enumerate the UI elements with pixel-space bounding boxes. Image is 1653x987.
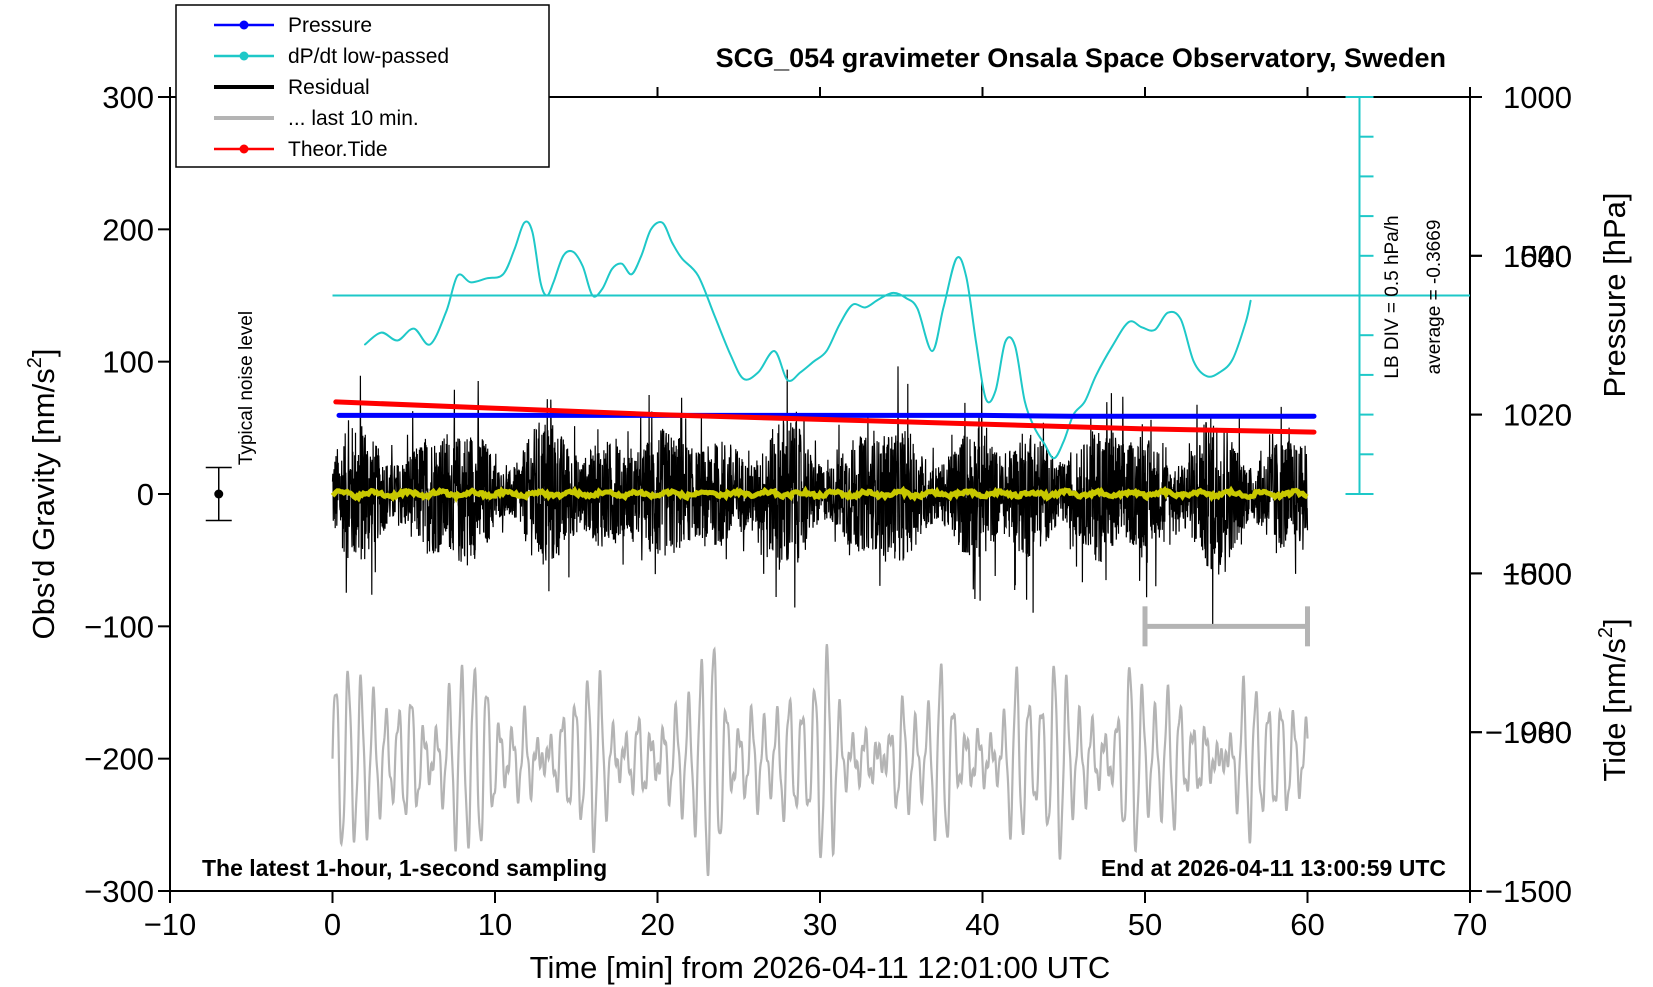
tide-tick-label: 500 [1520, 239, 1572, 274]
residual-line [331, 366, 1309, 626]
legend-label: ... last 10 min. [288, 107, 419, 130]
tide-tick-label: 1000 [1503, 80, 1572, 115]
legend-label: Pressure [288, 14, 372, 37]
tide-axis-label-main: Tide [nm/s [1597, 638, 1632, 782]
legend: Pressure dP/dt low-passed Residual ... last… [175, 4, 550, 168]
pressure-tick-label: 980 [1520, 715, 1572, 750]
theor-tide-series [333, 399, 1317, 435]
legend-label: Theor.Tide [288, 138, 388, 161]
tide-tick-label: −500 [1502, 556, 1572, 591]
x-tick-label: −10 [144, 907, 197, 942]
legend-swatch-marker [239, 20, 249, 30]
pressure-series [336, 412, 1317, 419]
legend-label: Residual [288, 76, 370, 99]
legend-swatch-marker [239, 144, 249, 154]
x-tick-label: 70 [1453, 907, 1487, 942]
lb-div-scale [332, 96, 1470, 495]
y-tick-label: −200 [84, 742, 154, 777]
chart-title: SCG_054 gravimeter Onsala Space Observat… [716, 43, 1446, 73]
y-tick-label: −300 [84, 874, 154, 909]
x-tick-label: 60 [1290, 907, 1324, 942]
tide-tick-label: −1500 [1485, 874, 1572, 909]
tide-axis-label-close: ] [1597, 618, 1632, 627]
pressure-tick-label: 1040 [1503, 239, 1572, 274]
last-10-min-bracket [1142, 606, 1310, 647]
average-label: average = -0.3669 [1424, 220, 1445, 375]
y-tick-label: 200 [102, 212, 154, 247]
y-tick-label: 300 [102, 80, 154, 115]
footer-left: The latest 1-hour, 1-second sampling [202, 855, 607, 881]
lb-div-label: LB DIV = 0.5 hPa/h [1382, 215, 1403, 378]
x-tick-label: 10 [478, 907, 512, 942]
pressure-line [336, 412, 1317, 419]
dpdt-series [364, 220, 1252, 460]
tide-tick-label: −1000 [1485, 715, 1572, 750]
y-tick-label: −100 [84, 609, 154, 644]
pressure-tick-label: 1020 [1503, 398, 1572, 433]
last-10-min-line [331, 644, 1309, 877]
legend-label: dP/dt low-passed [288, 45, 449, 68]
y-tick-label: 100 [102, 345, 154, 380]
x-axis-label: Time [min] from 2026-04-11 12:01:00 UTC [530, 950, 1111, 985]
axes: −10 0 10 20 30 40 50 60 703002001000−100−200−300… [84, 80, 1572, 942]
x-tick-label: 0 [324, 907, 341, 942]
last-10-min-series [331, 644, 1309, 877]
residual-smoothed-line [330, 485, 1309, 503]
pressure-axis-label: Pressure [hPa] [1597, 192, 1632, 397]
x-tick-label: 50 [1128, 907, 1162, 942]
x-tick-label: 20 [640, 907, 674, 942]
dpdt-line [364, 220, 1252, 460]
tide-tick-label: 0 [1555, 398, 1572, 433]
y-axis-label-main: Obs'd Gravity [nm/s [26, 368, 61, 639]
x-tick-label: 40 [965, 907, 999, 942]
theor-tide-line [333, 399, 1317, 435]
y-axis-label: Obs'd Gravity [nm/s2] [24, 349, 61, 640]
y-axis-label-sup: 2 [24, 357, 46, 368]
noise-level-bar [205, 466, 232, 522]
noise-dot [214, 489, 224, 499]
noise-level-label: Typical noise level [236, 311, 257, 465]
pressure-tick-label: 1000 [1503, 556, 1572, 591]
x-tick-label: 30 [803, 907, 837, 942]
tide-axis-label-sup: 2 [1595, 627, 1617, 638]
tide-axis-label: Tide [nm/s2] [1595, 618, 1632, 781]
residual-series [331, 366, 1309, 626]
y-axis-label-close: ] [26, 349, 61, 358]
residual-smoothed-series [330, 485, 1309, 503]
footer-right: End at 2026-04-11 13:00:59 UTC [1101, 855, 1446, 881]
legend-swatch-marker [239, 51, 249, 61]
y-tick-label: 0 [137, 477, 154, 512]
